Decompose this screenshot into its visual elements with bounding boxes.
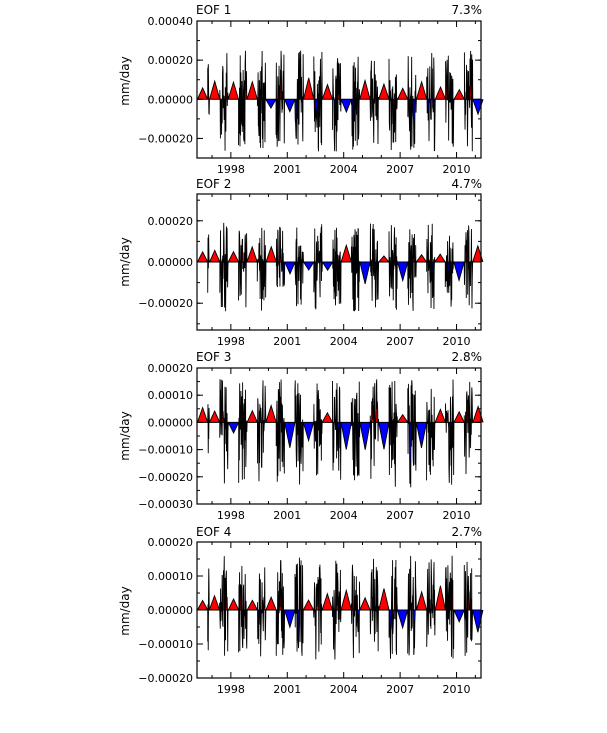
- x-tick-label: 2007: [386, 683, 414, 696]
- x-tick-label: 2001: [273, 163, 301, 176]
- y-tick-label: 0.00000: [148, 256, 194, 269]
- x-tick-label: 1998: [217, 509, 245, 522]
- x-tick-label: 2010: [443, 683, 471, 696]
- panel-variance: 4.7%: [452, 177, 483, 191]
- y-tick-label: 0.00000: [148, 416, 194, 429]
- series-line: [196, 222, 484, 312]
- x-tick-label: 2001: [273, 683, 301, 696]
- x-tick-label: 2010: [443, 509, 471, 522]
- series-line: [196, 555, 484, 660]
- y-axis-title: mm/day: [118, 586, 132, 636]
- x-tick-label: 2004: [330, 335, 358, 348]
- y-tick-label: 0.00020: [148, 215, 194, 228]
- panel-title: EOF 1: [196, 3, 231, 17]
- y-tick-label: 0.00020: [148, 362, 194, 375]
- x-tick-label: 2004: [330, 509, 358, 522]
- y-tick-label: 0.00000: [148, 93, 194, 106]
- y-tick-label: −0.00020: [138, 672, 193, 685]
- y-axis-title: mm/day: [118, 411, 132, 461]
- x-tick-label: 2007: [386, 335, 414, 348]
- y-tick-label: −0.00010: [138, 638, 193, 651]
- y-tick-label: 0.00020: [148, 54, 194, 67]
- y-tick-label: 0.00000: [148, 604, 194, 617]
- eof-panel-1: EOF 1 7.3% mm/day −0.00020 0.00000 0.00020…: [118, 3, 484, 176]
- x-tick-label: 1998: [217, 163, 245, 176]
- y-tick-label: −0.00010: [138, 444, 193, 457]
- x-tick-label: 1998: [217, 683, 245, 696]
- panel-variance: 2.8%: [452, 350, 483, 364]
- x-tick-label: 2007: [386, 509, 414, 522]
- x-tick-label: 2004: [330, 163, 358, 176]
- x-tick-label: 2001: [273, 509, 301, 522]
- series-line: [196, 50, 484, 152]
- x-tick-label: 1998: [217, 335, 245, 348]
- x-tick-label: 2004: [330, 683, 358, 696]
- panel-variance: 7.3%: [452, 3, 483, 17]
- plot-frame: [196, 20, 482, 159]
- panel-variance: 2.7%: [452, 525, 483, 539]
- panel-title: EOF 4: [196, 525, 231, 539]
- panel-title: EOF 3: [196, 350, 231, 364]
- y-tick-label: 0.00010: [148, 570, 194, 583]
- y-tick-label: 0.00040: [148, 15, 194, 28]
- y-tick-label: −0.00020: [138, 471, 193, 484]
- panel-title: EOF 2: [196, 177, 231, 191]
- y-tick-label: 0.00020: [148, 536, 194, 549]
- y-tick-label: 0.00010: [148, 389, 194, 402]
- y-axis-title: mm/day: [118, 56, 132, 106]
- x-tick-label: 2001: [273, 335, 301, 348]
- x-tick-label: 2010: [443, 163, 471, 176]
- y-axis-title: mm/day: [118, 237, 132, 287]
- x-tick-label: 2010: [443, 335, 471, 348]
- y-tick-label: −0.00030: [138, 498, 193, 511]
- eof-panel-2: EOF 2 4.7% mm/day −0.00020 0.00000 0.00020…: [118, 177, 484, 348]
- y-tick-label: −0.00020: [138, 132, 193, 145]
- x-tick-label: 2007: [386, 163, 414, 176]
- y-tick-label: −0.00020: [138, 297, 193, 310]
- eof-panel-4: EOF 4 2.7% mm/day −0.00020 −0.00010 0.0000…: [118, 525, 484, 696]
- series-line: [196, 379, 484, 488]
- eof-panel-3: EOF 3 2.8% mm/day −0.00030 −0.00020 −0.000…: [118, 350, 484, 522]
